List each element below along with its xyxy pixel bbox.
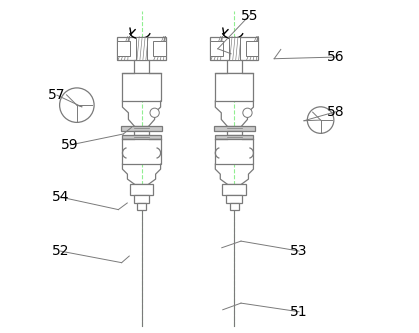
Bar [210,41,223,56]
Bar [136,37,147,60]
Bar [222,184,246,195]
Circle shape [150,108,159,118]
Bar [121,126,162,131]
Bar [246,41,259,56]
Circle shape [243,108,252,118]
Bar [227,131,242,135]
Text: 54: 54 [52,190,69,204]
Bar [153,41,166,56]
Bar [137,203,146,209]
Text: 56: 56 [327,50,344,64]
Bar [214,126,255,131]
Bar [117,37,166,60]
Bar [230,203,239,209]
Text: 59: 59 [62,138,79,152]
Text: 55: 55 [241,9,258,23]
Bar [129,184,153,195]
Bar [122,135,160,139]
Bar [122,73,160,101]
Bar [227,60,242,73]
Text: 53: 53 [290,244,308,258]
Circle shape [59,88,94,123]
Bar [215,135,253,139]
Bar [117,41,130,56]
Bar [134,195,150,203]
Bar [229,37,240,60]
Bar [215,139,253,164]
Bar [210,37,259,60]
Bar [134,131,149,135]
Text: 58: 58 [327,105,344,119]
Circle shape [307,107,334,133]
Bar [226,195,242,203]
Text: 52: 52 [52,244,69,258]
Bar [215,73,253,101]
Bar [134,60,149,73]
Bar [122,139,160,164]
Text: 57: 57 [48,88,66,102]
Text: 51: 51 [290,305,308,319]
